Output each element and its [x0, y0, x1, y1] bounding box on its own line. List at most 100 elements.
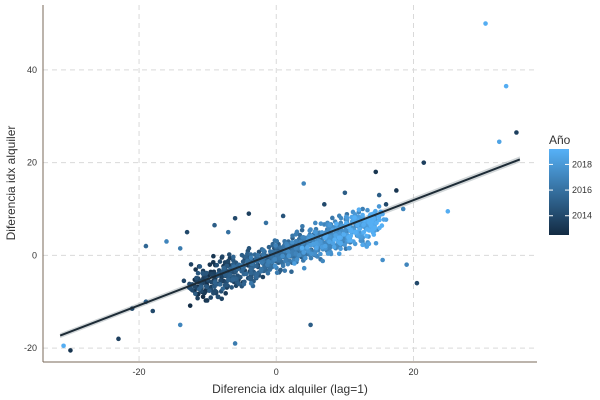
scatter-point [286, 253, 292, 259]
scatter-point [301, 265, 307, 271]
x-axis-title: Diferencia idx alquiler (lag=1) [212, 382, 368, 396]
scatter-point [414, 280, 420, 286]
scatter-point [299, 245, 305, 251]
scatter-point [303, 255, 308, 261]
scatter-point [366, 241, 372, 247]
scatter-point [305, 245, 310, 250]
scatter-point [164, 239, 169, 244]
scatter-point [357, 226, 362, 232]
scatter-point [195, 295, 200, 301]
scatter-point [373, 169, 379, 175]
scatter-point [496, 139, 502, 145]
scatter-point [204, 298, 210, 303]
scatter-point [305, 249, 311, 254]
scatter-point [219, 296, 225, 302]
scatter-point [266, 259, 272, 265]
scatter-point [150, 308, 156, 314]
scatter-point [333, 233, 338, 238]
scatter-point [300, 235, 305, 240]
scatter-point [381, 217, 387, 222]
scatter-point [337, 231, 342, 236]
scatter-point [285, 261, 291, 267]
scatter-point [267, 267, 273, 272]
scatter-point [265, 270, 271, 276]
tick-labels: -20 0 20 -20 0 20 40 [24, 65, 419, 377]
color-legend: Año 2014 2016 2018 [549, 133, 592, 235]
scatter-point [327, 222, 333, 228]
scatter-point [445, 209, 451, 214]
scatter-point [322, 243, 328, 249]
legend-tick-label: 2014 [572, 211, 592, 221]
scatter-point [177, 246, 183, 251]
scatter-point [380, 257, 385, 263]
scatter-point [320, 258, 326, 264]
scatter-point [331, 244, 337, 250]
scatter-point [349, 228, 354, 234]
scatter-point [236, 281, 241, 287]
scatter-point [278, 245, 283, 250]
scatter-point [193, 275, 199, 281]
scatter-point [376, 204, 382, 209]
scatter-point [318, 251, 323, 257]
legend-tick-label: 2018 [572, 159, 592, 169]
scatter-point [214, 262, 220, 268]
scatter-point [272, 263, 278, 269]
scatter-point [347, 238, 353, 243]
scatter-point [361, 222, 366, 227]
scatter-point [355, 222, 360, 228]
scatter-point [374, 220, 379, 226]
scatter-point [243, 254, 248, 260]
y-axis-title: Diferencia idx alquiler [4, 126, 18, 241]
scatter-point [483, 21, 488, 26]
scatter-point [227, 272, 233, 278]
scatter-point [360, 212, 365, 218]
scatter-point [255, 253, 261, 258]
scatter-point [342, 242, 347, 248]
scatter-point [338, 215, 344, 221]
y-tick-label: 40 [27, 65, 37, 75]
scatter-point [254, 274, 259, 280]
scatter-point [231, 254, 236, 260]
scatter-point [343, 214, 349, 220]
scatter-point [334, 221, 339, 227]
scatter-point [280, 263, 286, 269]
scatter-point [187, 303, 193, 308]
y-tick-label: -20 [24, 343, 37, 353]
scatter-point [220, 286, 226, 292]
scatter-point [193, 267, 198, 272]
scatter-point [503, 83, 509, 89]
scatter-point [313, 230, 318, 235]
scatter-point [245, 251, 250, 257]
scatter-point [361, 229, 367, 235]
scatter-point [311, 241, 316, 247]
legend-title: Año [549, 133, 571, 147]
scatter-point [181, 278, 187, 284]
scatter-point [308, 227, 313, 232]
scatter-point [338, 241, 343, 246]
scatter-point [289, 269, 294, 275]
scatter-point [394, 188, 399, 193]
scatter-point [195, 270, 201, 276]
scatter-point [263, 220, 269, 226]
scatter-point [240, 259, 246, 264]
scatter-point [364, 233, 369, 239]
trendline-layer [59, 158, 521, 337]
scatter-point [116, 336, 121, 342]
scatter-point [272, 256, 278, 262]
scatter-point [229, 285, 234, 290]
scatter-point [274, 270, 280, 276]
scatter-point [373, 240, 379, 246]
scatter-point [184, 229, 190, 235]
scatter-point [212, 280, 218, 285]
scatter-point [260, 274, 266, 280]
scatter-point [218, 278, 223, 283]
scatter-point [289, 240, 295, 245]
scatter-point [308, 255, 314, 261]
scatter-point [336, 251, 342, 257]
x-tick-label: 0 [274, 367, 279, 377]
scatter-point [225, 229, 231, 235]
axes [42, 5, 537, 363]
scatter-point [221, 265, 227, 271]
y-tick-label: 20 [27, 158, 37, 168]
